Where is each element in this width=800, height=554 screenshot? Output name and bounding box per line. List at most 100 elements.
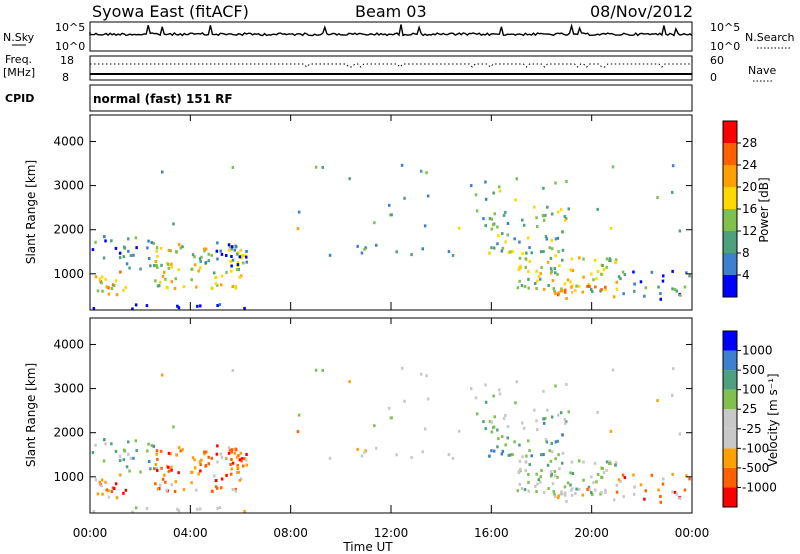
velocity-cell <box>675 492 678 496</box>
velocity-cell <box>519 469 522 473</box>
velocity-cell <box>447 453 451 457</box>
power-cell <box>207 252 210 256</box>
power-cell <box>119 270 122 274</box>
power-cell <box>561 230 564 234</box>
velocity-cell <box>231 488 234 491</box>
power-cell <box>644 286 647 290</box>
velocity-cell <box>534 485 537 488</box>
power-cell <box>161 170 164 174</box>
power-cell <box>191 253 195 257</box>
power-cell <box>348 177 351 181</box>
colorbar-swatch <box>723 209 737 231</box>
power-cell <box>570 285 573 289</box>
power-cell <box>199 266 202 270</box>
velocity-cell <box>548 449 551 453</box>
power-cell <box>211 286 214 290</box>
velocity-cell <box>530 454 533 458</box>
power-cell <box>622 292 625 296</box>
power-cell <box>559 208 563 212</box>
date-label: 08/Nov/2012 <box>590 2 693 21</box>
colorbar-tick-label: 12 <box>742 224 757 238</box>
velocity-cell <box>419 372 423 376</box>
velocity-cell <box>167 469 171 473</box>
power-cell <box>581 290 584 294</box>
power-cell <box>498 189 502 193</box>
freq-unit: [MHz] <box>3 66 35 79</box>
velocity-cell <box>91 451 95 455</box>
velocity-cell <box>527 480 530 484</box>
power-cell <box>245 260 248 264</box>
power-cell <box>590 272 593 276</box>
power-cell <box>550 212 554 216</box>
power-cell <box>518 256 522 260</box>
power-cell <box>577 284 581 288</box>
velocity-cell <box>118 454 122 458</box>
velocity-cell <box>604 491 607 494</box>
velocity-cell <box>570 493 574 497</box>
power-cell <box>110 239 113 243</box>
power-cell <box>179 246 182 250</box>
power-cell <box>105 285 108 289</box>
velocity-cell <box>127 452 130 456</box>
velocity-x-axis <box>89 318 693 513</box>
velocity-cell <box>457 429 461 433</box>
power-cell <box>496 225 499 229</box>
velocity-cell <box>659 500 662 504</box>
velocity-cell <box>615 490 619 494</box>
velocity-cell <box>650 473 654 477</box>
velocity-cell <box>129 457 133 460</box>
power-cell <box>659 297 662 301</box>
velocity-cell <box>490 430 494 434</box>
power-cell <box>550 239 553 242</box>
power-cell <box>605 265 608 269</box>
power-cell <box>535 287 538 290</box>
velocity-cell <box>484 427 487 431</box>
velocity-cell <box>231 369 235 372</box>
velocity-cell <box>551 450 554 454</box>
power-cell <box>519 266 522 270</box>
freq-trace <box>90 63 692 68</box>
velocity-cell <box>214 485 218 489</box>
velocity-cell <box>561 461 564 465</box>
velocity-cell <box>545 440 549 444</box>
power-cell <box>662 274 665 278</box>
power-cell <box>596 270 600 273</box>
velocity-cell <box>216 507 219 510</box>
velocity-cell <box>115 496 119 500</box>
power-cell <box>230 264 233 268</box>
power-cell <box>497 234 500 238</box>
velocity-cell <box>540 469 543 472</box>
power-cell <box>475 209 479 213</box>
velocity-cell <box>600 491 603 495</box>
power-cell <box>147 239 150 243</box>
power-cell <box>518 240 521 244</box>
power-cell <box>506 222 510 225</box>
velocity-cell <box>565 382 568 386</box>
velocity-cell <box>535 472 538 476</box>
power-cell <box>115 293 119 297</box>
power-cell <box>490 227 494 231</box>
power-cell <box>550 269 553 273</box>
power-cell <box>470 184 473 188</box>
power-cell <box>230 255 233 258</box>
power-cell <box>181 245 184 249</box>
power-cell <box>210 253 213 257</box>
x-axis-label: Time UT <box>342 540 393 554</box>
power-cell <box>493 212 496 216</box>
velocity-cell <box>114 449 118 453</box>
velocity-cell <box>518 482 521 486</box>
velocity-cell <box>623 476 627 480</box>
velocity-cell <box>199 469 202 473</box>
power-cell <box>518 279 521 283</box>
velocity-cell <box>546 463 550 467</box>
power-cell <box>564 218 567 222</box>
velocity-cell <box>609 429 613 433</box>
velocity-cell <box>662 477 665 481</box>
velocity-cell <box>348 380 351 384</box>
power-cell <box>92 307 96 310</box>
velocity-y-label: Slant Range [km] <box>24 363 38 467</box>
power-cell <box>594 285 597 289</box>
power-cell <box>564 290 567 294</box>
velocity-cell <box>167 465 170 469</box>
power-cell <box>220 274 224 278</box>
